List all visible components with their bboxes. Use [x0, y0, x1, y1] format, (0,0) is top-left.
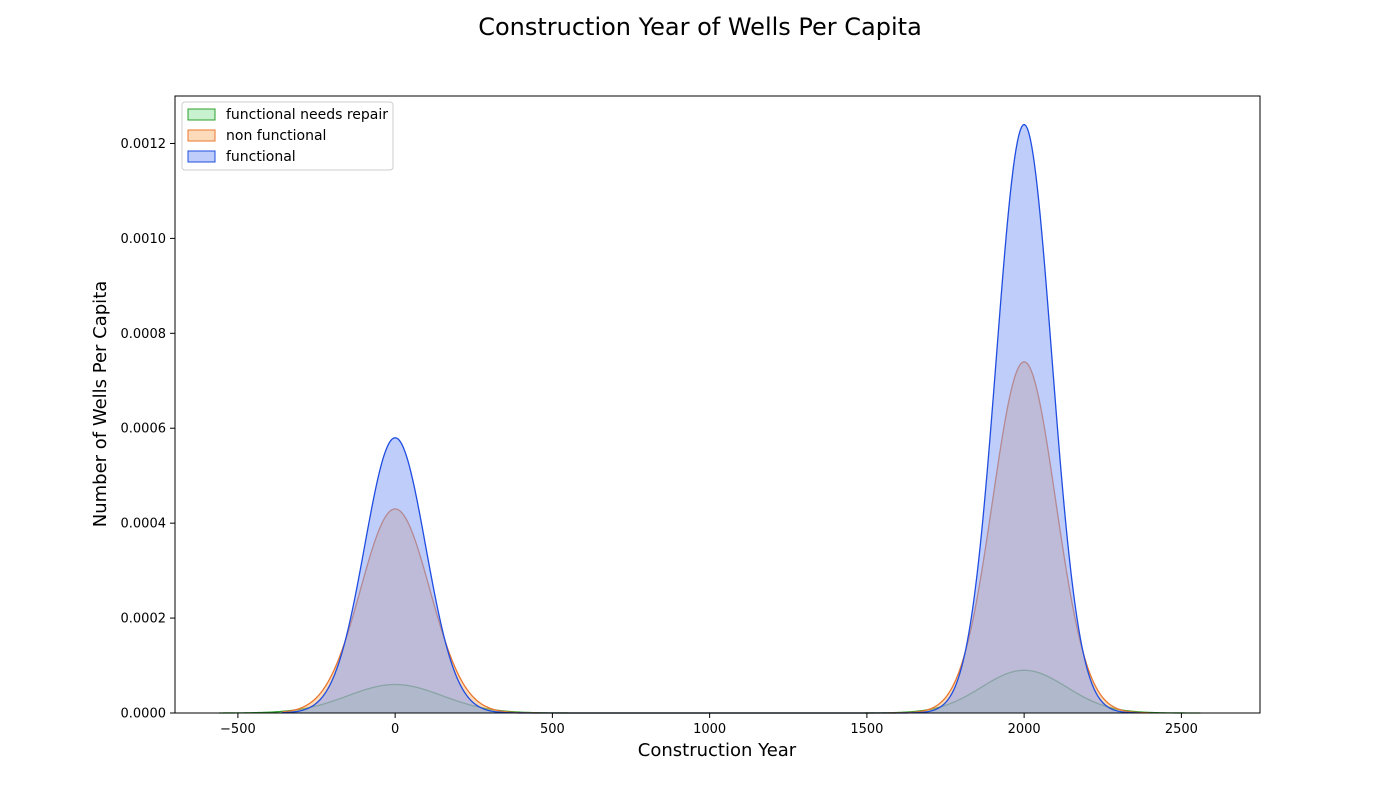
y-tick-label: 0.0012 [121, 137, 167, 152]
legend-label: functional needs repair [226, 107, 388, 123]
legend-label: non functional [226, 128, 326, 144]
legend-items: functional needs repair non functional fun… [187, 107, 388, 165]
chart-title: Construction Year of Wells Per Capita [478, 13, 922, 41]
x-tick-label: 500 [540, 722, 565, 737]
x-tick-label: 2000 [1008, 722, 1041, 737]
legend: functional needs repair non functional fun… [181, 101, 394, 171]
y-tick-label: 0.0010 [121, 232, 167, 247]
y-axis: 0.0000 0.0002 0.0004 0.0006 0.0008 0.0010 0.00… [121, 137, 175, 722]
legend-frame [181, 101, 394, 171]
x-tick-label: −500 [220, 722, 256, 737]
x-axis: −500 0 500 1000 1500 2000 2500 [220, 713, 1198, 737]
plot-area [174, 95, 1261, 714]
legend-swatch [187, 129, 216, 142]
x-axis-label: Construction Year [638, 740, 797, 761]
x-tick-label: 0 [391, 722, 399, 737]
legend-swatch [187, 150, 216, 163]
y-tick-label: 0.0006 [121, 422, 167, 437]
x-tick-label: 1000 [693, 722, 726, 737]
series-layer [219, 123, 1201, 714]
y-tick-label: 0.0000 [121, 707, 167, 722]
y-tick-label: 0.0008 [121, 327, 167, 342]
y-tick-label: 0.0004 [121, 517, 167, 532]
legend-swatch [187, 108, 216, 121]
legend-label: functional [226, 149, 296, 165]
y-tick-label: 0.0002 [121, 612, 167, 627]
y-axis-label: Number of Wells Per Capita [90, 281, 111, 528]
x-tick-label: 1500 [850, 722, 883, 737]
x-tick-label: 2500 [1165, 722, 1198, 737]
series-area-functional [281, 124, 1141, 713]
axes-frame [174, 95, 1261, 714]
